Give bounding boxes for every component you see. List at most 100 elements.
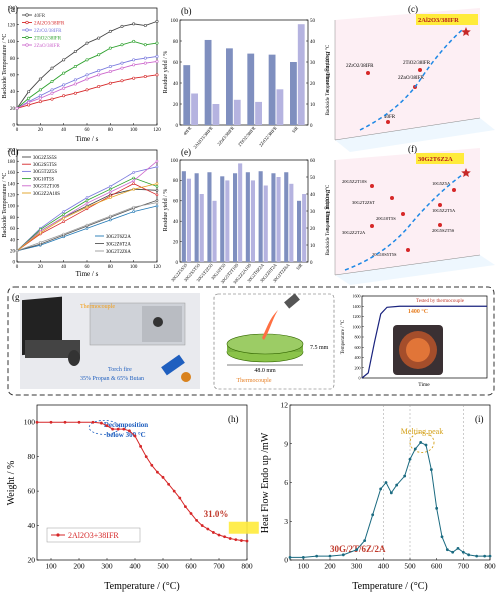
data-point: [155, 41, 159, 45]
x-tick-label: 100: [298, 562, 310, 571]
data-point: [39, 241, 42, 244]
scatter-point: [418, 68, 422, 72]
panel-g-letter: (g): [12, 292, 23, 302]
data-point: [451, 550, 455, 554]
x-tick-label: 800: [484, 562, 496, 571]
data-point: [288, 556, 292, 559]
y-tick-label: 100: [171, 19, 179, 24]
x-tick-label: 600: [185, 562, 197, 571]
category-label: SiR: [295, 262, 303, 270]
y-tick-label: 60: [10, 74, 16, 79]
data-point: [39, 231, 42, 235]
data-point: [467, 553, 471, 557]
bar-burning-time: [212, 200, 217, 262]
data-point: [155, 59, 159, 63]
data-point: [35, 420, 39, 424]
y2-tick-label: 30: [310, 210, 316, 215]
data-point: [211, 531, 215, 534]
bar-burning-time: [297, 24, 305, 126]
data-point: [155, 470, 159, 474]
data-point: [62, 94, 66, 98]
x-tick-label: 100: [45, 562, 57, 571]
data-point: [132, 58, 136, 62]
data-point: [144, 455, 148, 459]
y-tick-label: 1600: [353, 294, 361, 299]
panel-f-ylabel: Backside Temperature at 120 s / °C: [326, 184, 331, 255]
legend-label: 30G5T2Z5S: [33, 170, 57, 175]
y-tick-label: 20: [28, 556, 36, 565]
panel-f-3d-scatter: (f) Backside Temperature at 120 s / °C 2…: [326, 144, 495, 285]
y-tick-label: 800: [355, 335, 361, 340]
data-point: [384, 481, 388, 484]
scatter-point: [438, 223, 442, 227]
data-point: [120, 61, 124, 65]
x-tick-label: 40: [61, 128, 67, 133]
data-point: [109, 196, 112, 199]
disk-schematic: 48.0 mm 7.5 mm Thermocouple: [213, 293, 335, 390]
legend-label: 2Al2O3+38IFR: [68, 531, 119, 540]
highlight-box: [416, 153, 464, 164]
data-point: [108, 29, 112, 33]
y-tick-label: 400: [355, 355, 361, 360]
y-tick-label: 20: [10, 249, 16, 254]
data-point: [132, 22, 136, 26]
y2-tick-label: 40: [310, 193, 316, 198]
y-tick-label: 100: [24, 418, 36, 427]
bar-residue-yield: [233, 173, 238, 262]
panel-g-annotation-tested: Tested by thermocouple: [416, 299, 465, 304]
panel-e-letter: (e): [181, 147, 191, 157]
data-point: [155, 199, 159, 202]
y-tick-label: 80: [10, 57, 16, 62]
x-tick-label: 500: [404, 562, 416, 571]
data-point: [435, 506, 439, 510]
data-point: [77, 420, 81, 424]
y-tick-label: 12: [281, 401, 289, 410]
data-point: [301, 556, 305, 559]
panel-d-line-chart: (d) Time / s Backside Temperature / °C 0…: [1, 147, 161, 278]
scatter-label: 2ZnO/38IFR: [398, 76, 425, 81]
data-point: [27, 103, 31, 107]
legend-label: 30G2Z6T2A: [106, 242, 131, 247]
panel-g-experiment: (g) Thermocouple Torch fire 35% Propan &…: [7, 286, 495, 396]
y2-tick-label: 50: [310, 176, 316, 181]
data-point: [155, 189, 159, 192]
data-point: [328, 554, 332, 558]
y-tick-label: 100: [8, 205, 16, 210]
data-point: [155, 19, 159, 23]
y-tick-label: 180: [8, 160, 16, 165]
data-point: [85, 205, 89, 209]
legend-label: 2ZnO/38IFR: [34, 44, 61, 49]
data-point: [132, 210, 135, 213]
y-tick-label: 40: [173, 220, 179, 225]
panel-b-letter: (b): [181, 6, 192, 16]
data-point: [132, 63, 136, 67]
data-point: [120, 24, 124, 28]
bar-burning-time: [250, 180, 255, 262]
data-point: [73, 49, 77, 53]
scatter-star: [461, 27, 471, 36]
data-point: [155, 165, 159, 169]
data-point: [27, 96, 31, 100]
data-point: [183, 505, 187, 509]
legend-marker: [25, 20, 29, 25]
data-point: [73, 78, 77, 82]
data-point: [38, 96, 42, 100]
bar-residue-yield: [290, 62, 297, 125]
data-point: [62, 210, 65, 213]
data-point: [62, 220, 65, 223]
panel-a-line-chart: (a) Time / s Backside Temperature / °C 0…: [1, 4, 161, 143]
y-tick-label: 20: [173, 240, 179, 245]
data-point: [132, 39, 136, 43]
y-tick-label: 0: [359, 376, 361, 381]
data-point: [27, 90, 31, 94]
data-point: [379, 487, 383, 491]
bar-burning-time: [263, 185, 268, 262]
data-point: [97, 69, 101, 73]
y-tick-label: 200: [355, 365, 361, 370]
data-point: [38, 94, 42, 98]
bar-residue-yield: [226, 48, 233, 125]
panel-b-ylabel: Residue yield / %: [163, 51, 169, 94]
data-point: [419, 441, 423, 444]
bar-burning-time: [233, 99, 241, 125]
data-point: [132, 187, 135, 191]
